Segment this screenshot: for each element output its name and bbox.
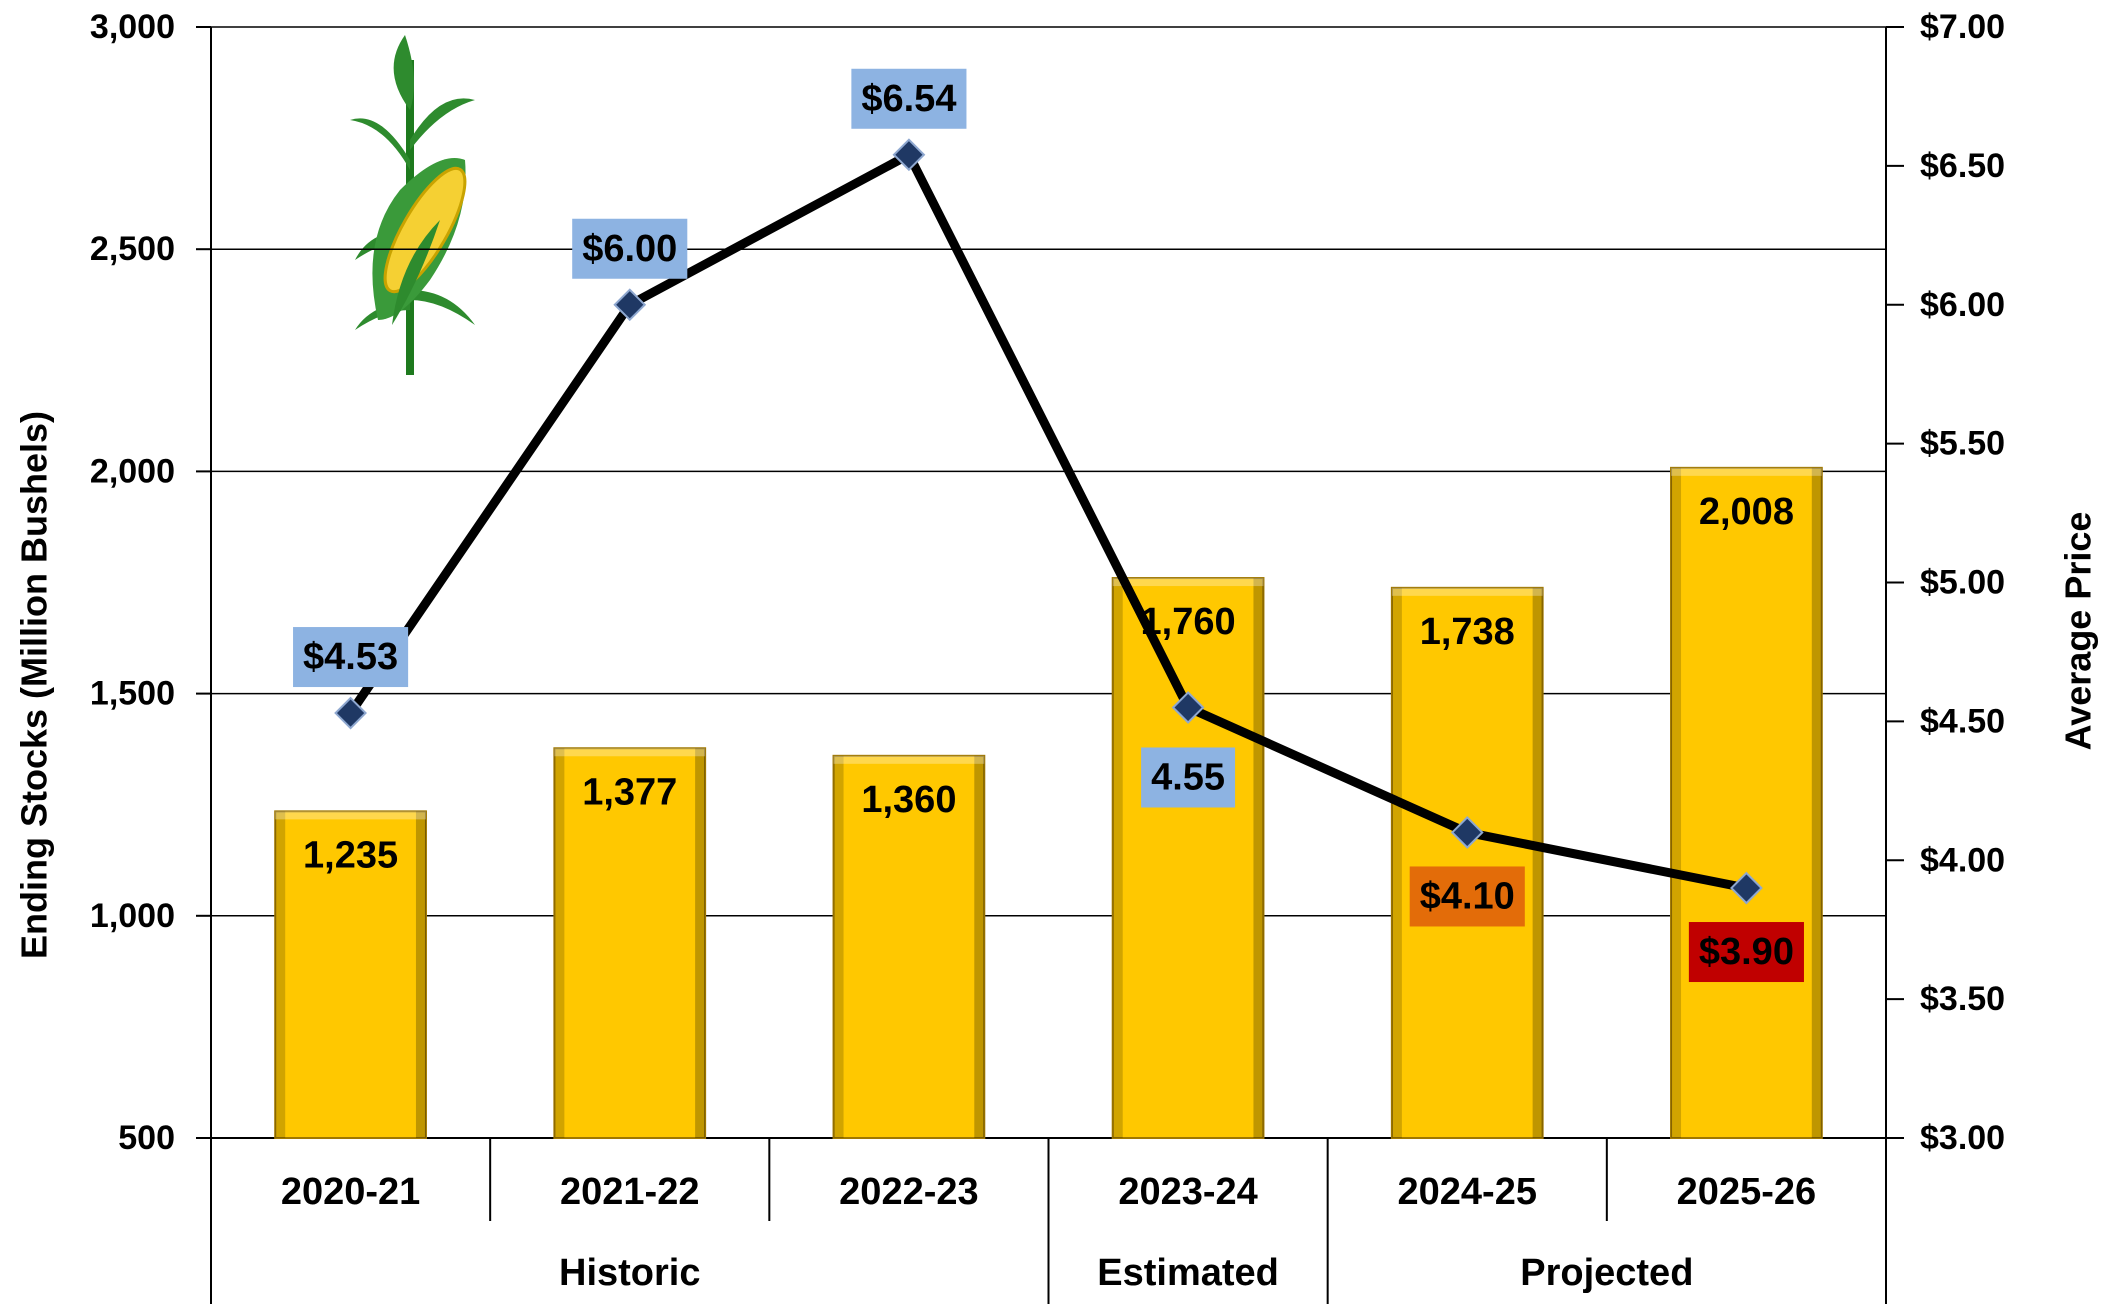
group-label: Estimated [1097, 1252, 1279, 1294]
value-label: 1,235 [303, 834, 398, 876]
x-tick-label: 2023-24 [1118, 1171, 1257, 1213]
bar-shade [554, 748, 564, 1138]
y2-tick-label: $7.00 [1920, 8, 2005, 46]
value-label: $4.10 [1420, 875, 1515, 917]
bar-shade [1113, 578, 1264, 586]
bar [1671, 468, 1822, 1138]
bar-shade [1671, 468, 1822, 476]
y-tick-label: 1,000 [90, 897, 175, 935]
x-tick-label: 2021-22 [560, 1171, 699, 1213]
group-label: Historic [559, 1252, 700, 1294]
bar-shade [1671, 468, 1681, 1138]
bar-shade [416, 811, 426, 1138]
y2-tick-label: $4.50 [1920, 702, 2005, 740]
y2-tick-label: $6.00 [1920, 286, 2005, 324]
value-label: $6.00 [582, 228, 677, 270]
y-tick-label: 3,000 [90, 8, 175, 46]
bar-shade [1392, 588, 1402, 1138]
y2-tick-label: $3.00 [1920, 1119, 2005, 1157]
y2-tick-label: $3.50 [1920, 980, 2005, 1018]
bar [1113, 578, 1264, 1138]
value-label: $4.53 [303, 636, 398, 678]
y2-tick-label: $6.50 [1920, 147, 2005, 185]
y-tick-label: 2,500 [90, 230, 175, 268]
value-label: 1,360 [861, 779, 956, 821]
y-tick-label: 1,500 [90, 675, 175, 713]
bar-shade [1253, 578, 1263, 1138]
bar [1392, 588, 1543, 1138]
bar-shade [1113, 578, 1123, 1138]
x-tick-label: 2020-21 [281, 1171, 420, 1213]
bar-shade [834, 756, 844, 1138]
y-tick-label: 2,000 [90, 452, 175, 490]
bar-shade [554, 748, 705, 756]
bar-shade [974, 756, 984, 1138]
value-label: 4.55 [1151, 756, 1225, 798]
y2-tick-label: $5.50 [1920, 425, 2005, 463]
x-tick-label: 2024-25 [1398, 1171, 1537, 1213]
x-tick-label: 2022-23 [839, 1171, 978, 1213]
y-tick-label: 500 [118, 1119, 175, 1157]
value-label: $3.90 [1699, 931, 1794, 973]
bar-shade [275, 811, 426, 819]
value-label: 2,008 [1699, 491, 1794, 533]
chart: 500 1,000 1,500 2,000 2,500 3,000 $3.00 $3.50 $4… [0, 0, 2105, 1304]
corn-icon [350, 35, 479, 375]
value-label: $6.54 [861, 78, 956, 120]
value-label: 1,377 [582, 771, 677, 813]
bar-shade [1533, 588, 1543, 1138]
bar-shade [695, 748, 705, 1138]
y2-axis-title: Average Price [2058, 512, 2099, 751]
bar-shade [834, 756, 985, 764]
y-axis-title: Ending Stocks (Million Bushels) [14, 411, 55, 959]
y2-tick-label: $5.00 [1920, 564, 2005, 602]
value-label: 1,738 [1420, 611, 1515, 653]
bar-shade [1812, 468, 1822, 1138]
x-tick-label: 2025-26 [1677, 1171, 1816, 1213]
y2-tick-label: $4.00 [1920, 841, 2005, 879]
bar-shade [1392, 588, 1543, 596]
group-label: Projected [1520, 1252, 1693, 1294]
bar-shade [275, 811, 285, 1138]
